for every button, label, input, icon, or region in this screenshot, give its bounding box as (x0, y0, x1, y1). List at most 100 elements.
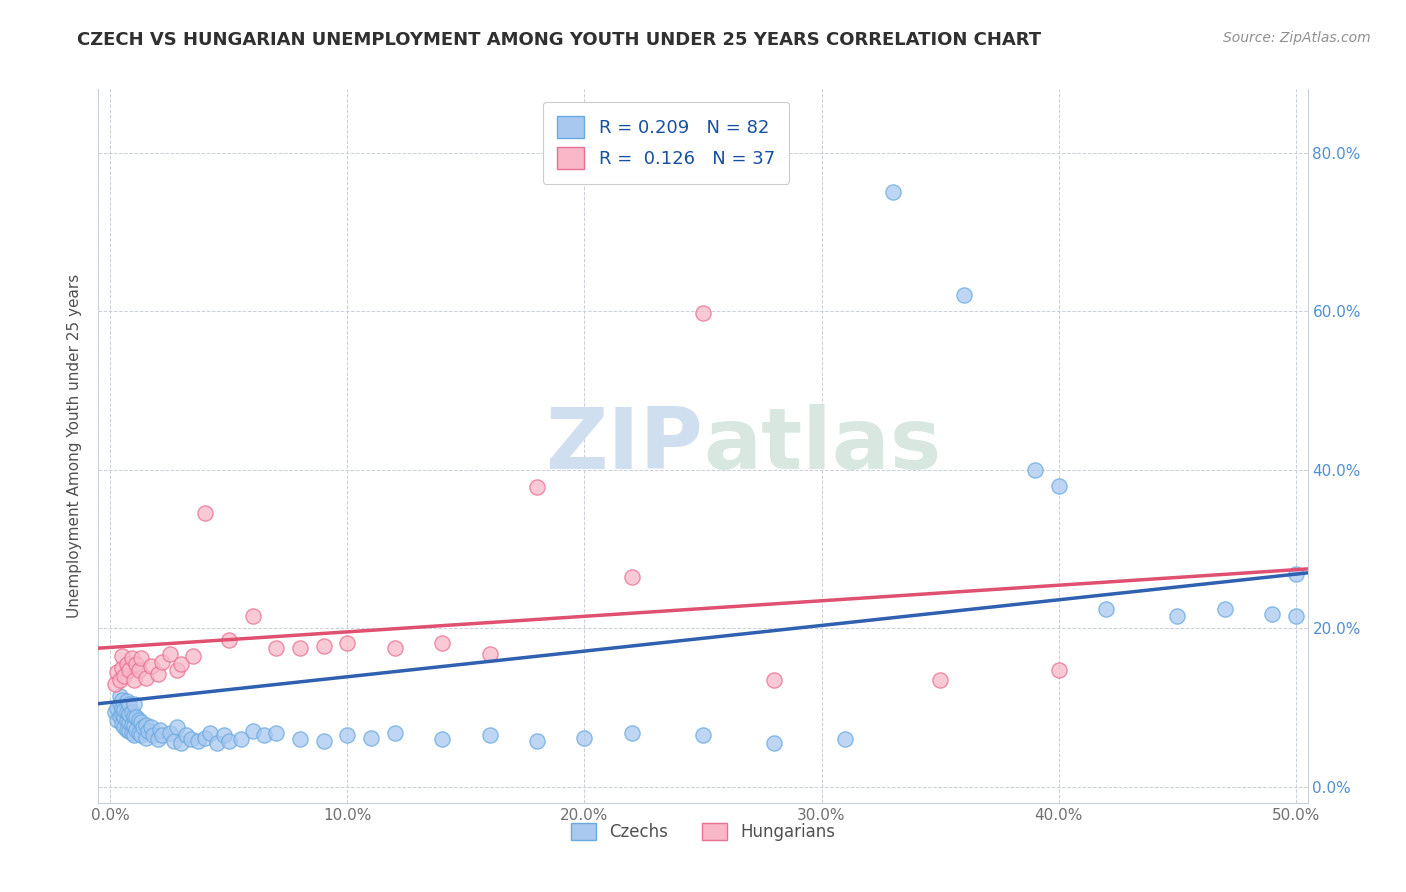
Point (170, 736, 193, 750)
Point (218, 734, 240, 748)
Point (174, 728, 197, 742)
Point (115, 723, 138, 737)
Point (198, 726, 221, 740)
Point (180, 732, 202, 747)
Point (121, 705, 143, 719)
Point (253, 728, 276, 742)
Point (187, 734, 209, 748)
Point (108, 673, 131, 687)
Point (111, 649, 134, 664)
Point (336, 635, 359, 649)
Text: Source: ZipAtlas.com: Source: ZipAtlas.com (1223, 31, 1371, 45)
Point (312, 639, 335, 653)
Point (146, 667, 169, 681)
Point (181, 649, 204, 664)
Point (115, 657, 138, 671)
Point (159, 647, 181, 661)
Point (122, 708, 145, 723)
Point (139, 721, 162, 735)
Point (288, 641, 311, 656)
Point (242, 609, 264, 624)
Text: ZIP: ZIP (546, 404, 703, 488)
Point (128, 726, 150, 740)
Point (111, 700, 134, 714)
Point (384, 641, 406, 656)
Point (763, 673, 786, 687)
Point (205, 736, 228, 750)
Point (763, 736, 786, 750)
Point (111, 692, 134, 706)
Point (264, 726, 287, 740)
Point (1213, 601, 1236, 615)
Point (1285, 567, 1308, 582)
Point (218, 633, 240, 648)
Point (1095, 601, 1118, 615)
Point (118, 724, 141, 739)
Point (264, 641, 287, 656)
Point (114, 710, 136, 724)
Point (108, 697, 131, 711)
Point (166, 721, 188, 735)
Point (125, 723, 148, 737)
Point (104, 705, 127, 719)
Point (620, 726, 643, 740)
Point (108, 689, 131, 703)
Point (360, 731, 382, 745)
Point (115, 713, 138, 727)
Y-axis label: Unemployment Among Youth under 25 years: Unemployment Among Youth under 25 years (67, 274, 83, 618)
Text: atlas: atlas (703, 404, 941, 488)
Point (115, 705, 138, 719)
Point (122, 697, 145, 711)
Point (129, 651, 152, 665)
Point (118, 663, 141, 677)
Point (166, 663, 188, 677)
Point (111, 716, 134, 731)
Point (122, 718, 145, 732)
Point (526, 734, 548, 748)
Point (574, 731, 596, 745)
Point (384, 726, 406, 740)
Point (105, 700, 128, 714)
Point (122, 728, 145, 742)
Point (1047, 478, 1070, 492)
Point (229, 732, 252, 747)
Point (952, 288, 974, 302)
Point (478, 728, 501, 742)
Point (135, 731, 157, 745)
Point (114, 703, 136, 717)
Point (142, 728, 165, 742)
Point (136, 724, 159, 739)
Point (121, 651, 143, 665)
Point (1285, 609, 1308, 624)
Point (882, 186, 904, 200)
Point (125, 710, 148, 724)
Point (152, 728, 174, 742)
Point (288, 732, 311, 747)
Point (128, 663, 150, 677)
Point (432, 635, 454, 649)
Point (194, 507, 217, 521)
Point (194, 731, 217, 745)
Point (118, 714, 141, 729)
Point (118, 706, 141, 721)
Point (135, 718, 157, 732)
Point (111, 661, 134, 675)
Point (105, 665, 128, 679)
Point (1047, 663, 1070, 677)
Point (121, 726, 143, 740)
Point (159, 726, 181, 740)
Legend: Czechs, Hungarians: Czechs, Hungarians (564, 816, 842, 848)
Point (115, 694, 138, 708)
Point (1024, 463, 1046, 477)
Point (122, 673, 145, 687)
Point (114, 721, 136, 735)
Point (478, 647, 501, 661)
Point (163, 734, 186, 748)
Point (135, 671, 157, 685)
Point (312, 734, 335, 748)
Point (125, 657, 148, 671)
Point (170, 657, 193, 671)
Text: CZECH VS HUNGARIAN UNEMPLOYMENT AMONG YOUTH UNDER 25 YEARS CORRELATION CHART: CZECH VS HUNGARIAN UNEMPLOYMENT AMONG YO… (77, 31, 1042, 49)
Point (105, 713, 128, 727)
Point (121, 716, 143, 731)
